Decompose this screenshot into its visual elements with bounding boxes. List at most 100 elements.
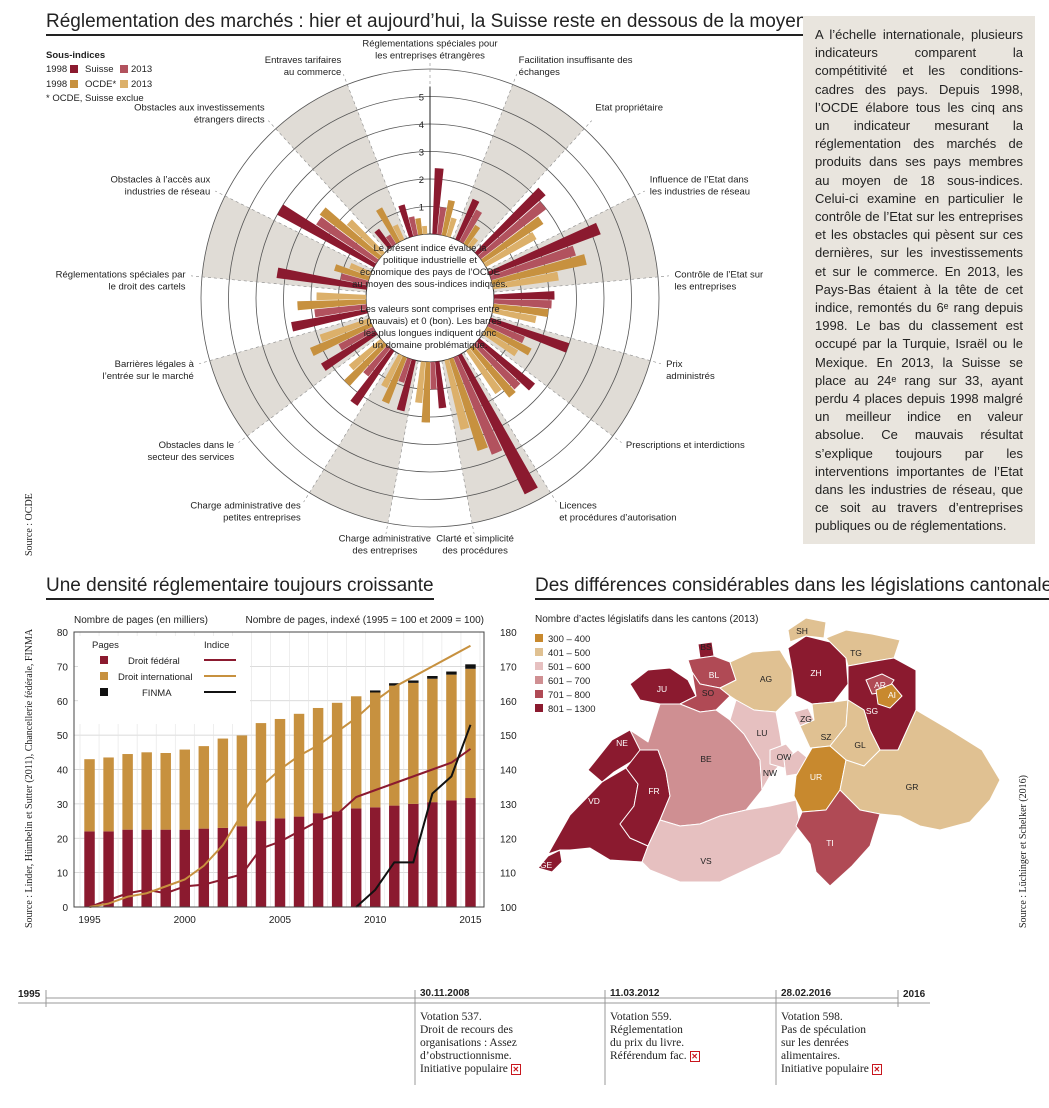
radar-category-label: Obstacles dans le secteur des services [147,440,234,463]
radar-chart: 1 2 3 4 5 Réglementations spéciales pour les … [46,39,763,557]
label-lu: LU [757,728,768,738]
radar-spoke [190,275,367,293]
rejected-icon: ✕ [510,1064,521,1075]
label-zh: ZH [810,668,821,678]
density-bar [465,798,476,907]
radar-bar [476,338,536,391]
radar-bar [432,168,444,235]
map-legend-label: 501 – 600 [548,662,590,673]
event-line: Votation 537. [420,1011,482,1023]
density-bar [446,674,457,801]
radar-bar [381,353,403,389]
radar-bar [437,207,447,236]
radar-category-label: Barrières légales à l’entrée sur le march… [103,359,195,382]
density-index-line [89,644,471,908]
radar-bar [376,207,401,244]
center-line: les plus longues indiquent donc [364,328,497,339]
density-bar [274,818,286,907]
density-bar [198,746,210,829]
map-legend-label: 801 – 1300 [548,704,596,715]
radar-bar [492,271,559,290]
density-bar [103,831,114,907]
legend-row1-name: Suisse [85,64,114,75]
radar-category-label: Entraves tarifaires au commerce [265,55,342,78]
density-bar [312,707,324,814]
radar-bar [489,317,570,353]
label-ur: UR [810,772,822,782]
radar-bar [314,304,367,318]
radar-bar [334,264,370,281]
radar-spoke [303,352,397,503]
radar-bar [398,204,414,238]
radar-category-label: Réglementations spéciales pour les entrep… [362,39,497,62]
radar-bar [467,237,479,249]
map-legend-swatch [535,704,543,712]
radar-spoke [268,120,388,251]
radar-bar [493,303,549,318]
density-bar [408,803,419,907]
event-line: Réglementation [610,1024,683,1036]
radar-bar [348,338,384,371]
density-bar [236,826,248,907]
radar-bar [319,207,382,260]
density-bar [389,685,400,806]
canton-ti [795,789,881,887]
density-bar [122,754,133,830]
event-line: Droit de recours des [420,1024,513,1036]
legend-label-federal: Droit fédéral [128,656,180,667]
density-chart-title: Une densité réglementaire toujours crois… [46,575,434,600]
density-bar [350,696,362,809]
density-bar [160,829,171,907]
radar-bar [422,225,428,235]
map-cantons [537,617,1001,887]
label-ju: JU [657,684,667,694]
density-y2tick: 160 [500,697,517,708]
density-lines [89,644,472,908]
radar-bar [344,342,387,386]
density-bar [84,831,95,907]
timeline-start: 1995 [18,989,41,1000]
label-zg: ZG [800,714,812,724]
radar-bar [490,245,576,281]
info-box-text: A l’échelle internationale, plusieurs in… [815,27,1023,534]
radar-category-label: Licences et procédures d’autorisation [559,501,676,524]
label-bs: BS [700,642,712,652]
radar-spoke [215,190,373,270]
event-1-text: Votation 537. Droit de recours des organ… [420,1011,600,1076]
label-ow: OW [777,752,792,762]
map-legend-swatch [535,662,543,670]
density-bar [293,816,305,907]
radar-bar [340,273,369,286]
label-be: BE [700,754,712,764]
radar-spoke [199,315,369,364]
radar-bar [277,204,377,268]
density-ytick: 60 [57,697,69,708]
label-gr: GR [906,782,919,792]
label-ag: AG [760,674,772,684]
density-bar [84,759,95,832]
radar-bar [485,326,532,356]
event-line: sur les denrées [781,1037,849,1049]
rejected-icon: ✕ [689,1051,700,1062]
radar-scale-tick: 1 [419,203,424,214]
density-bar [217,738,229,828]
radar-bar [415,361,426,403]
radar-bar [463,224,481,247]
radar-bar [415,218,423,236]
radar-bar [319,318,371,342]
radar-bar [457,353,538,495]
radar-bar [421,361,430,423]
density-bar [465,668,476,799]
density-bar [141,829,152,907]
label-gl: GL [854,740,866,750]
radar-chart-title: Réglementation des marchés : hier et auj… [46,11,828,36]
event-line: organisations : Assez [420,1037,517,1049]
radar-bar [474,187,546,256]
radar-category-label: Obstacles aux investissements étrangers d… [134,103,265,126]
radar-category-label: Facilitation insuffisante des échanges [519,55,633,78]
radar-bar [338,326,375,351]
radar-spoke [491,315,661,364]
radar-center-text: Le présent indice évalue la politique in… [352,243,508,351]
radar-category-label: Clarté et simplicité des procédures [436,533,514,556]
center-line: un domaine problématique. [372,340,487,351]
